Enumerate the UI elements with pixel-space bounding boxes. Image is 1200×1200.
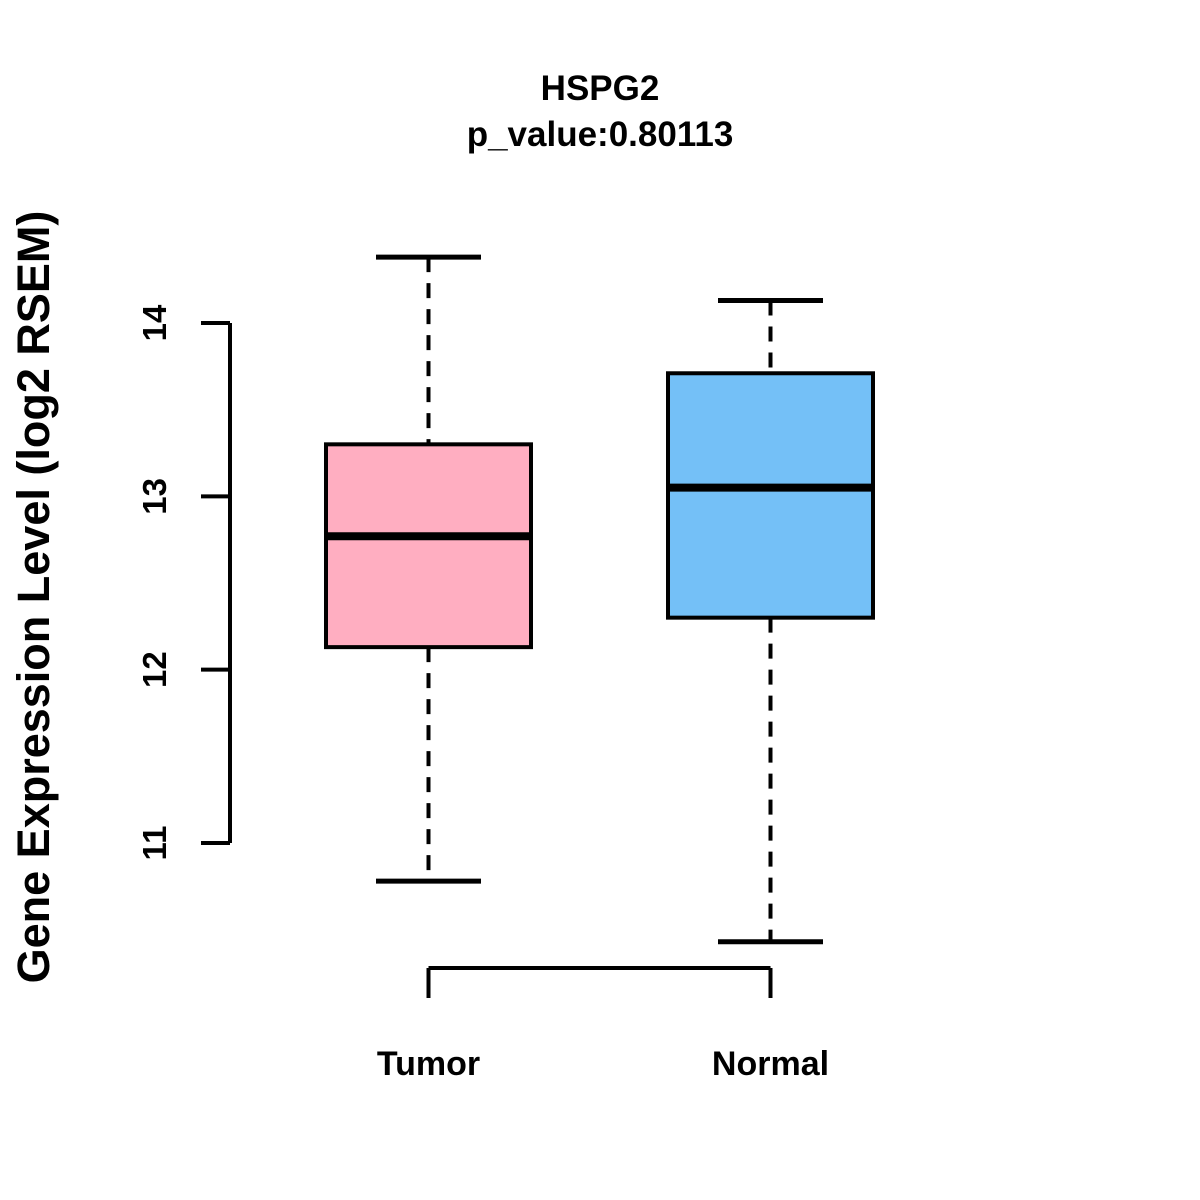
category-label-tumor: Tumor (377, 1045, 480, 1083)
y-axis-tick-label: 13 (136, 478, 173, 515)
tumor-box (324, 442, 533, 650)
chart-subtitle: p_value:0.80113 (466, 115, 734, 154)
category-label-normal: Normal (712, 1045, 829, 1083)
y-axis-tick-label: 11 (136, 826, 173, 861)
chart-title: HSPG2 (540, 69, 660, 108)
y-axis-tick-label: 12 (136, 651, 173, 688)
y-axis-tick-label: 14 (136, 304, 173, 341)
normal-box (666, 371, 875, 620)
title-block: HSPG2 p_value:0.80113 (0, 66, 1200, 158)
